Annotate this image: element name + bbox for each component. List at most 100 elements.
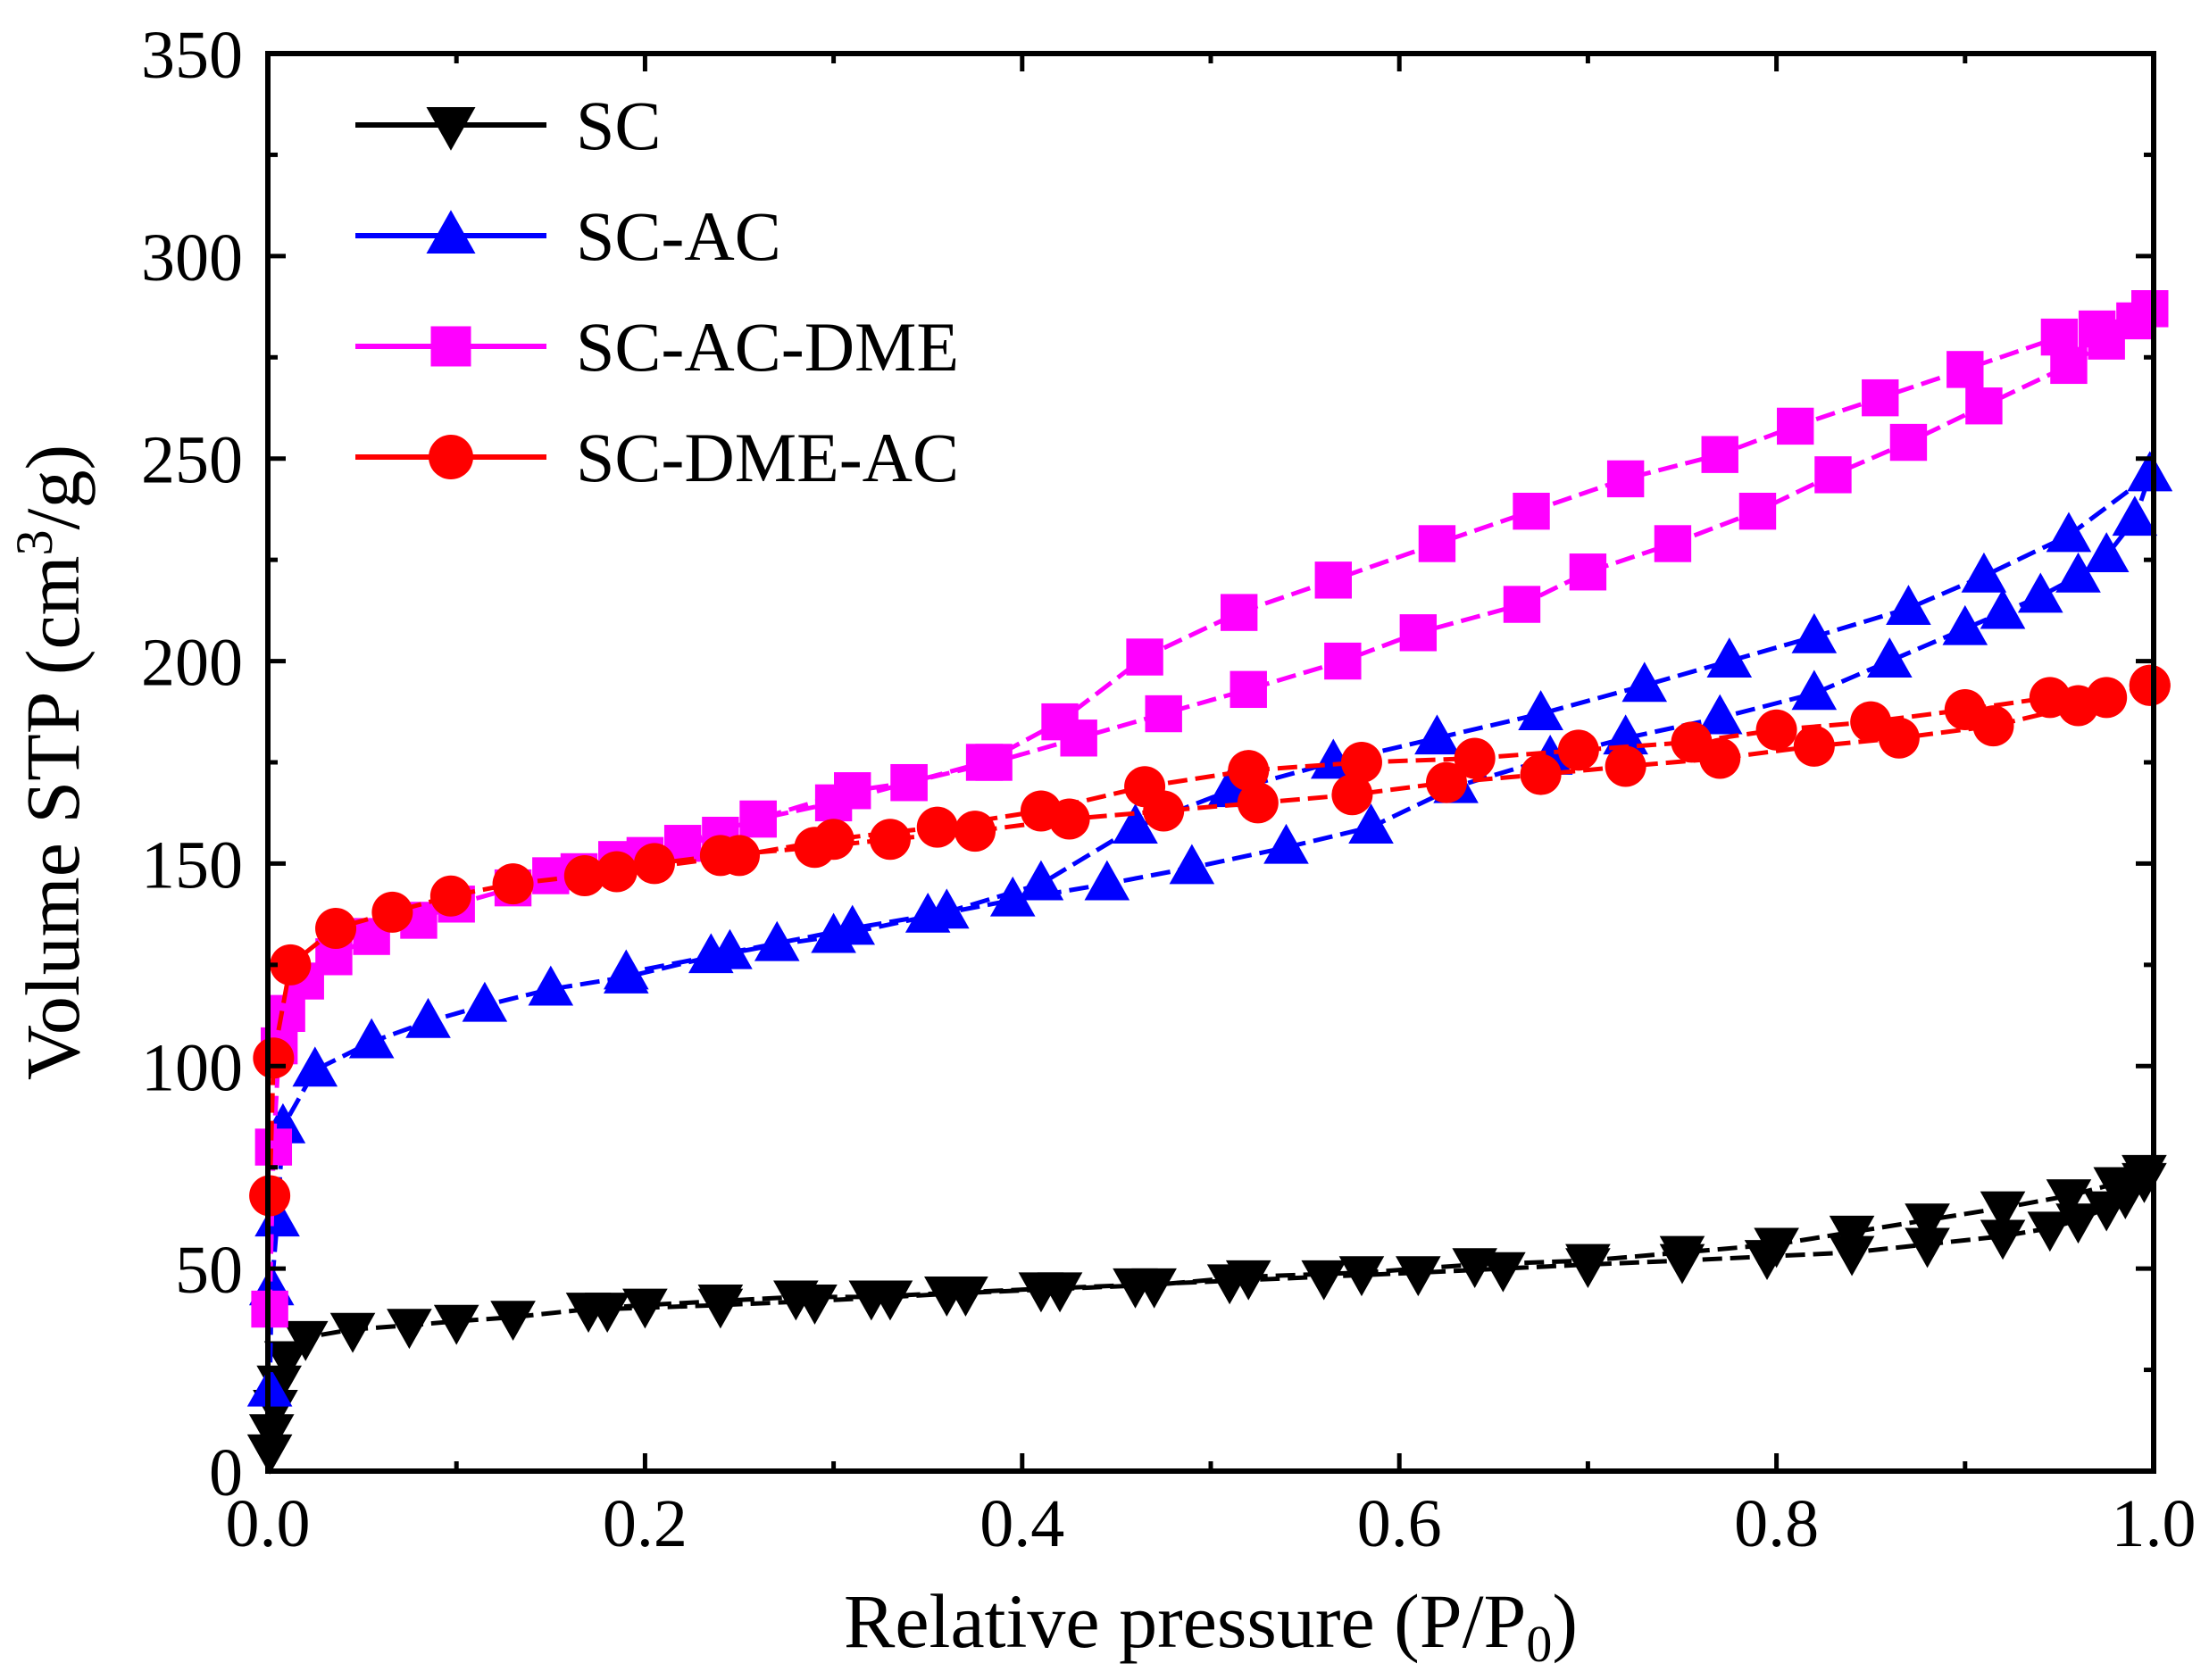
data-point	[1829, 1235, 1875, 1277]
data-point	[462, 981, 508, 1022]
data-point	[596, 851, 638, 893]
data-point	[622, 1288, 668, 1329]
data-point	[433, 1304, 479, 1345]
legend-marker	[430, 326, 471, 367]
data-point	[371, 891, 413, 933]
data-point	[1331, 774, 1373, 816]
data-point	[792, 1285, 838, 1325]
data-point	[1037, 1272, 1083, 1313]
legend-entry: SC-AC	[355, 197, 781, 275]
data-point	[532, 857, 570, 894]
x-axis-label: Relative pressure (P/P0)	[844, 1578, 1578, 1673]
data-point	[1605, 745, 1646, 787]
data-point	[719, 835, 760, 877]
data-point	[1814, 456, 1852, 494]
data-point	[329, 1312, 376, 1353]
data-point	[1113, 803, 1158, 844]
x-tick-label: 0.4	[979, 1486, 1064, 1561]
data-point	[1905, 1227, 1950, 1268]
x-tick-label: 0.0	[226, 1486, 311, 1561]
data-point	[1020, 790, 1062, 832]
data-point	[1348, 803, 1394, 844]
data-point	[584, 1293, 630, 1333]
data-point	[1338, 1256, 1385, 1297]
legend-marker	[426, 210, 476, 254]
data-point	[834, 772, 871, 810]
y-tick-label: 200	[141, 626, 243, 701]
y-tick-label: 150	[141, 828, 243, 902]
data-point	[1965, 387, 2003, 425]
data-point	[2112, 495, 2158, 536]
data-point	[2078, 310, 2116, 348]
data-point	[1777, 407, 1814, 445]
data-point	[1126, 638, 1163, 676]
legend-marker	[429, 435, 473, 479]
legend-entry: SC-DME-AC	[355, 419, 959, 496]
data-point	[1041, 703, 1079, 741]
data-point	[429, 875, 471, 917]
data-point	[2027, 1211, 2073, 1252]
data-point	[633, 843, 675, 885]
data-point	[2083, 532, 2130, 573]
data-point	[1961, 552, 2007, 593]
data-point	[1659, 1235, 1705, 1277]
data-point	[1862, 378, 1899, 417]
data-point	[263, 1341, 310, 1382]
data-point	[916, 806, 958, 848]
data-point	[603, 949, 649, 990]
data-point	[697, 1288, 744, 1329]
data-point	[1829, 1215, 1875, 1256]
data-point	[268, 994, 305, 1033]
data-point	[528, 965, 574, 1006]
data-point	[1426, 761, 1467, 803]
data-point	[1886, 585, 1931, 625]
data-point	[707, 928, 753, 969]
data-point	[867, 1280, 913, 1321]
data-point	[492, 863, 534, 905]
data-point	[1237, 782, 1279, 824]
legend-entry: SC	[355, 87, 661, 164]
data-point	[829, 904, 876, 945]
data-point	[1169, 844, 1215, 885]
data-point	[2129, 664, 2171, 706]
data-point	[1228, 750, 1270, 792]
data-point	[2046, 1179, 2092, 1219]
data-point	[1324, 642, 1362, 680]
data-point	[1399, 614, 1438, 652]
data-point	[2029, 677, 2071, 719]
y-tick-label: 300	[141, 220, 243, 295]
y-tick-label: 250	[141, 423, 243, 498]
data-point	[965, 744, 1004, 781]
data-point	[869, 819, 911, 861]
data-point	[292, 1046, 338, 1087]
data-point	[2040, 318, 2079, 356]
series-line-desorption	[625, 472, 2152, 976]
legend-label: SC-AC-DME	[576, 308, 959, 386]
data-point	[253, 1037, 295, 1079]
data-point	[1755, 709, 1797, 751]
legend-label: SC-AC	[576, 197, 781, 275]
data-point	[1889, 423, 1928, 462]
data-point	[1706, 637, 1753, 678]
data-point	[1418, 525, 1456, 562]
data-point	[1980, 588, 2026, 629]
data-point	[954, 811, 996, 852]
data-point	[1314, 561, 1352, 599]
legend-entry: SC-AC-DME	[355, 308, 959, 386]
data-point	[387, 1309, 432, 1350]
data-point	[1131, 1268, 1177, 1309]
data-point	[1701, 436, 1738, 473]
data-point	[1513, 492, 1550, 530]
series-sc	[246, 1154, 2167, 1475]
y-tick-label: 350	[141, 18, 243, 93]
data-point	[1454, 737, 1496, 779]
data-point	[2131, 290, 2169, 328]
data-point	[563, 855, 605, 897]
data-point	[1621, 661, 1668, 703]
data-point	[1905, 1203, 1950, 1244]
data-point	[1225, 1260, 1271, 1301]
data-point	[1696, 694, 1743, 735]
data-point	[490, 1301, 536, 1342]
data-point	[1480, 1252, 1526, 1293]
